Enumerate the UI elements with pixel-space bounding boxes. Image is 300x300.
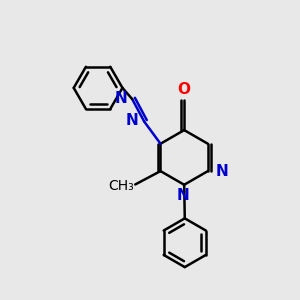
Text: N: N <box>114 91 127 106</box>
Text: N: N <box>126 113 139 128</box>
Text: N: N <box>215 164 228 178</box>
Text: N: N <box>176 188 189 203</box>
Text: O: O <box>178 82 191 97</box>
Text: CH₃: CH₃ <box>108 179 134 193</box>
